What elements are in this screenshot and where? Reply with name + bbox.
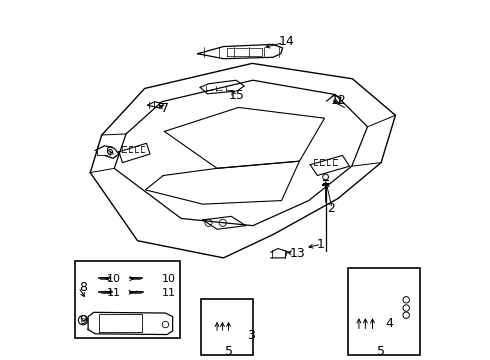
Text: 9: 9 [79, 314, 87, 327]
Text: 15: 15 [229, 89, 245, 102]
Text: 1: 1 [317, 238, 324, 251]
Text: 3: 3 [247, 329, 255, 342]
Text: 8: 8 [79, 281, 88, 294]
Text: 6: 6 [105, 145, 113, 158]
Text: 11: 11 [107, 288, 121, 298]
Text: 13: 13 [290, 247, 306, 260]
Text: 11: 11 [162, 288, 176, 298]
Bar [201, 299, 253, 355]
Text: 10: 10 [162, 274, 176, 284]
Text: 5: 5 [377, 345, 385, 357]
Bar [75, 261, 180, 338]
Bar [348, 267, 420, 355]
Text: 10: 10 [107, 274, 121, 284]
Text: 7: 7 [161, 102, 169, 114]
Text: 2: 2 [327, 202, 335, 215]
Text: 4: 4 [386, 316, 393, 330]
Text: 5: 5 [225, 345, 233, 357]
Text: 14: 14 [279, 35, 295, 48]
Text: 12: 12 [331, 94, 347, 108]
